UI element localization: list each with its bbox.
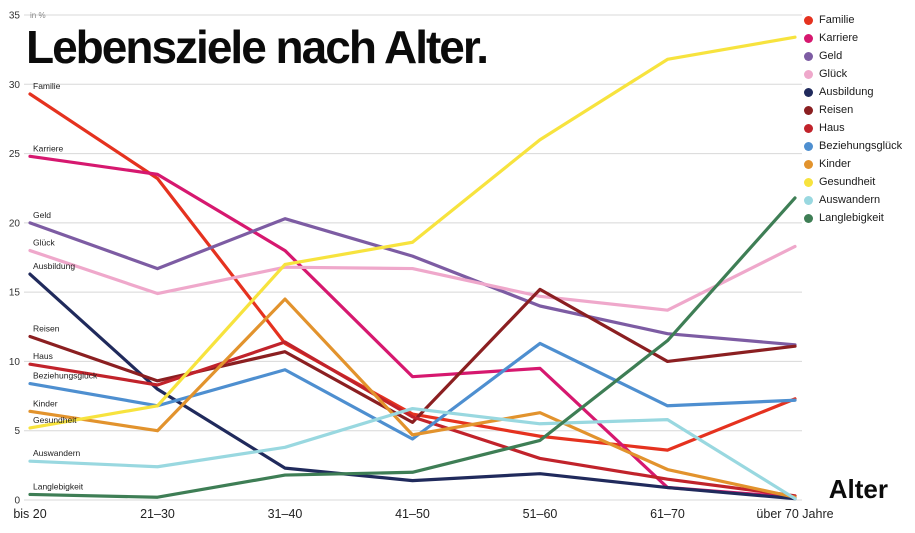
- x-tick-label: bis 20: [13, 507, 46, 521]
- legend: Familie Karriere Geld Glück Ausbildung Reisen…: [804, 14, 909, 230]
- series-line-auswandern: [28, 406, 797, 501]
- legend-swatch-icon: [804, 195, 813, 205]
- legend-swatch-icon: [804, 15, 813, 25]
- y-tick-label: 35: [9, 11, 21, 22]
- legend-item-langlebigkeit: Langlebigkeit: [804, 212, 909, 224]
- series-start-label-gl-ck: Glück: [33, 238, 55, 248]
- x-tick-label: 41–50: [395, 507, 430, 521]
- legend-label: Beziehungsglück: [819, 140, 903, 152]
- legend-item-haus: Haus: [804, 122, 909, 134]
- legend-label: Glück: [819, 68, 848, 80]
- legend-label: Geld: [819, 50, 843, 62]
- series-start-label-gesundheit: Gesundheit: [33, 415, 77, 425]
- series-start-label-beziehungsgl-ck: Beziehungsglück: [33, 371, 98, 381]
- legend-item-ausbildung: Ausbildung: [804, 86, 909, 98]
- legend-label: Auswandern: [819, 194, 881, 206]
- x-tick-label: über 70 Jahre: [756, 507, 833, 521]
- x-tick-label: 31–40: [268, 507, 303, 521]
- legend-item-gl-ck: Glück: [804, 68, 909, 80]
- legend-item-geld: Geld: [804, 50, 909, 62]
- legend-label: Reisen: [819, 104, 854, 116]
- series-line-familie: [28, 92, 797, 452]
- series-line-reisen: [28, 287, 797, 424]
- y-axis-unit-label: in %: [30, 11, 46, 20]
- series-line-ausbildung: [28, 272, 797, 501]
- series-start-label-geld: Geld: [33, 210, 51, 220]
- legend-item-reisen: Reisen: [804, 104, 909, 116]
- series-start-label-familie: Familie: [33, 81, 61, 91]
- legend-swatch-icon: [804, 87, 813, 97]
- series-line-gl-ck: [28, 244, 797, 312]
- legend-swatch-icon: [804, 141, 813, 151]
- series-line-beziehungsgl-ck: [28, 341, 797, 441]
- legend-item-beziehungsgl-ck: Beziehungsglück: [804, 140, 909, 152]
- y-tick-label: 0: [14, 496, 20, 507]
- x-tick-label: 21–30: [140, 507, 175, 521]
- legend-item-familie: Familie: [804, 14, 909, 26]
- series-line-haus: [28, 340, 797, 498]
- legend-swatch-icon: [804, 177, 813, 187]
- y-tick-label: 15: [9, 288, 21, 299]
- series-line-langlebigkeit: [28, 196, 797, 499]
- series-start-label-karriere: Karriere: [33, 143, 64, 153]
- legend-swatch-icon: [804, 213, 813, 223]
- legend-swatch-icon: [804, 69, 813, 79]
- series-line-gesundheit: [28, 35, 797, 430]
- legend-label: Langlebigkeit: [819, 212, 884, 224]
- y-tick-label: 25: [9, 149, 21, 160]
- series-start-label-auswandern: Auswandern: [33, 448, 81, 458]
- series-start-label-langlebigkeit: Langlebigkeit: [33, 481, 84, 491]
- legend-swatch-icon: [804, 51, 813, 61]
- legend-label: Ausbildung: [819, 86, 874, 98]
- series-start-label-ausbildung: Ausbildung: [33, 261, 75, 271]
- legend-swatch-icon: [804, 105, 813, 115]
- legend-label: Haus: [819, 122, 845, 134]
- y-tick-label: 30: [9, 80, 21, 91]
- legend-label: Kinder: [819, 158, 851, 170]
- series-start-label-reisen: Reisen: [33, 323, 60, 333]
- legend-item-kinder: Kinder: [804, 158, 909, 170]
- legend-item-gesundheit: Gesundheit: [804, 176, 909, 188]
- x-tick-label: 61–70: [650, 507, 685, 521]
- chart-title: Lebensziele nach Alter.: [26, 21, 489, 73]
- legend-label: Familie: [819, 14, 855, 26]
- y-tick-label: 5: [14, 426, 20, 437]
- x-axis-title: Alter: [829, 474, 888, 504]
- y-tick-label: 20: [9, 218, 21, 229]
- legend-swatch-icon: [804, 159, 813, 169]
- legend-swatch-icon: [804, 123, 813, 133]
- legend-label: Karriere: [819, 32, 859, 44]
- legend-swatch-icon: [804, 33, 813, 43]
- legend-label: Gesundheit: [819, 176, 876, 188]
- series-line-geld: [28, 217, 797, 347]
- series-start-label-haus: Haus: [33, 351, 53, 361]
- series-start-label-kinder: Kinder: [33, 398, 58, 408]
- legend-item-auswandern: Auswandern: [804, 194, 909, 206]
- x-tick-label: 51–60: [523, 507, 558, 521]
- y-tick-label: 10: [9, 357, 21, 368]
- series-line-kinder: [28, 297, 797, 499]
- legend-item-karriere: Karriere: [804, 32, 909, 44]
